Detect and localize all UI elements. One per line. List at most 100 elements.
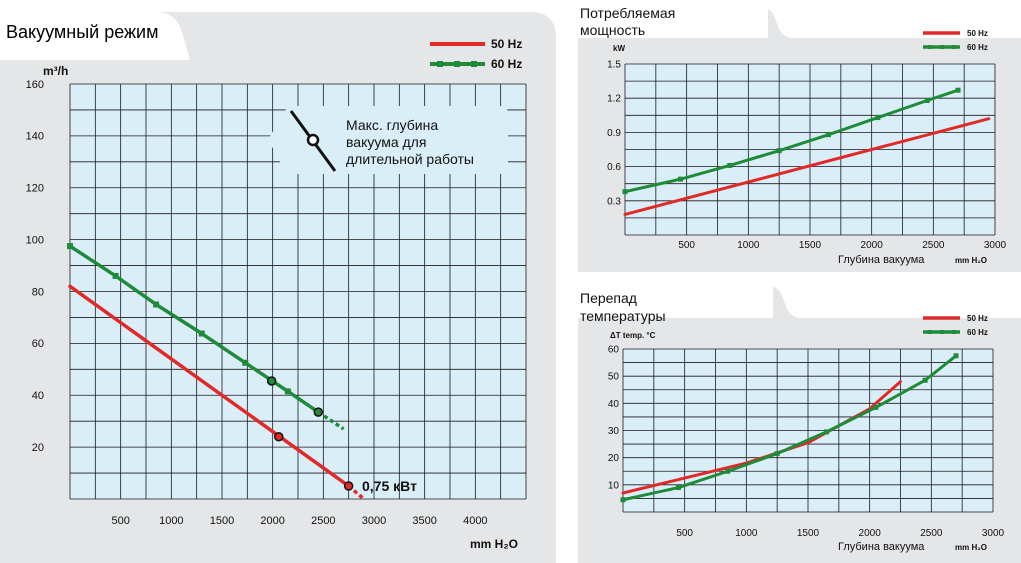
data-point-60hz [953, 353, 959, 359]
y-tick-label: 30 [608, 426, 620, 437]
x-tick-label: 4000 [463, 515, 487, 527]
y-tick-label: 1.2 [607, 94, 621, 105]
series-line-50hz [623, 117, 991, 216]
data-point-60hz [676, 485, 681, 491]
x-tick-label: 2500 [920, 528, 943, 539]
temp-x-axis-label: Глубина вакуума [838, 541, 925, 553]
data-point-60hz [67, 243, 73, 250]
x-tick-label: 500 [678, 240, 695, 251]
y-tick-label: 60 [32, 338, 44, 350]
x-tick-label: 500 [676, 528, 693, 539]
y-tick-label: 0.9 [607, 128, 621, 139]
series-line-50hz [68, 284, 351, 488]
callout-line-2: вакуума для [346, 134, 426, 150]
x-tick-label: 1000 [735, 528, 758, 539]
data-point-60hz [875, 115, 881, 121]
data-point-60hz [776, 148, 782, 154]
power-title-line-1: Потребляемая [580, 8, 675, 21]
operating-point-60hz [266, 376, 277, 386]
x-tick-label: 500 [111, 515, 129, 527]
operating-point-50hz [273, 432, 284, 442]
y-tick-label: 100 [26, 234, 44, 246]
series-line-60hz [621, 354, 958, 502]
x-tick-label: 2500 [311, 515, 335, 527]
power-x-axis-label: Глубина вакуума [838, 254, 925, 266]
x-tick-label: 3000 [982, 528, 1005, 539]
temp-legend-60hz-marker [928, 330, 932, 334]
x-tick-label: 3000 [362, 515, 386, 527]
dial-icon [289, 110, 337, 172]
legend-60hz-label: 60 Hz [491, 57, 522, 71]
legend-60hz-marker [471, 61, 477, 67]
temp-y-axis-label: ΔT temp. °C [610, 331, 656, 340]
y-tick-label: 20 [32, 442, 44, 454]
series-line-60hz [623, 88, 960, 194]
vacuum-power-annotation: 0,75 кВт [362, 478, 417, 494]
temperature-chart-panel: Перепад температуры 500 1000 1500 2000 2500 3… [578, 286, 1021, 563]
data-point-60hz [955, 87, 961, 93]
data-point-60hz [922, 377, 928, 383]
y-tick-label: 0.6 [607, 162, 621, 173]
data-point-60hz [774, 451, 780, 457]
y-tick-label: 140 [26, 131, 44, 143]
power-chart: Потребляемая мощность 500 1000 1500 2000 250… [578, 8, 1021, 272]
x-tick-label: 1500 [797, 528, 820, 539]
callout-line-3: длительной работы [346, 151, 474, 167]
data-point-60hz [826, 132, 831, 138]
temp-title-line-2: температуры [580, 308, 666, 324]
vacuum-x-axis-label: mm H₂O [470, 537, 518, 551]
x-tick-label: 1000 [737, 240, 760, 251]
data-point-60hz [622, 189, 628, 195]
y-tick-label: 10 [608, 480, 620, 491]
data-point-60hz [873, 404, 879, 410]
data-point-60hz [620, 497, 626, 503]
temp-legend-60hz-marker [940, 330, 944, 334]
legend-60hz-marker [454, 61, 460, 67]
vacuum-title-tab [0, 12, 190, 60]
callout-line-1: Макс. глубина [346, 117, 438, 133]
temperature-chart: Перепад температуры 500 1000 1500 2000 2500 3… [578, 286, 1021, 563]
power-x-axis-unit: mm H₂O [955, 256, 987, 265]
data-point-60hz [725, 468, 731, 474]
y-tick-label: 20 [608, 453, 620, 464]
legend-60hz-marker [437, 61, 443, 67]
y-tick-label: 160 [26, 79, 44, 91]
power-chart-panel: Потребляемая мощность 500 1000 1500 2000 250… [578, 8, 1021, 272]
data-point-60hz [242, 359, 249, 366]
temp-legend-60hz-label: 60 Hz [967, 328, 988, 337]
power-legend-60hz-marker [928, 45, 932, 49]
y-tick-label: 0.3 [607, 196, 621, 207]
y-tick-label: 120 [26, 183, 44, 195]
x-tick-label: 2000 [859, 528, 882, 539]
x-tick-label: 2500 [922, 240, 945, 251]
y-tick-label: 50 [608, 372, 620, 383]
temp-title-bg [578, 286, 773, 318]
data-point-60hz [153, 301, 160, 308]
power-title-line-2: мощность [580, 22, 645, 38]
data-point-60hz [284, 388, 291, 395]
legend-50hz-label: 50 Hz [491, 37, 522, 51]
data-point-60hz [678, 176, 683, 182]
data-point-60hz [727, 162, 733, 168]
data-point-60hz [112, 272, 119, 279]
x-tick-label: 1500 [210, 515, 234, 527]
power-legend-50hz-label: 50 Hz [967, 29, 988, 38]
x-tick-label: 3500 [412, 515, 436, 527]
y-tick-label: 1.5 [607, 60, 621, 71]
x-tick-label: 3000 [984, 240, 1007, 251]
temp-legend-60hz-marker [952, 330, 956, 334]
vacuum-chart-title: Вакуумный режим [6, 22, 159, 42]
temp-legend-50hz-label: 50 Hz [967, 314, 988, 323]
series-dashed-60hz [317, 410, 345, 431]
y-tick-label: 40 [608, 399, 620, 410]
x-tick-label: 2000 [861, 240, 884, 251]
data-point-60hz [924, 97, 930, 103]
power-legend-60hz-label: 60 Hz [967, 43, 988, 52]
vacuum-y-axis-label: m³/h [43, 64, 68, 78]
power-legend-60hz-marker [940, 45, 944, 49]
max-vacuum-callout [268, 106, 508, 174]
temp-x-axis-unit: mm H₂O [955, 543, 987, 552]
x-tick-label: 2000 [260, 515, 284, 527]
